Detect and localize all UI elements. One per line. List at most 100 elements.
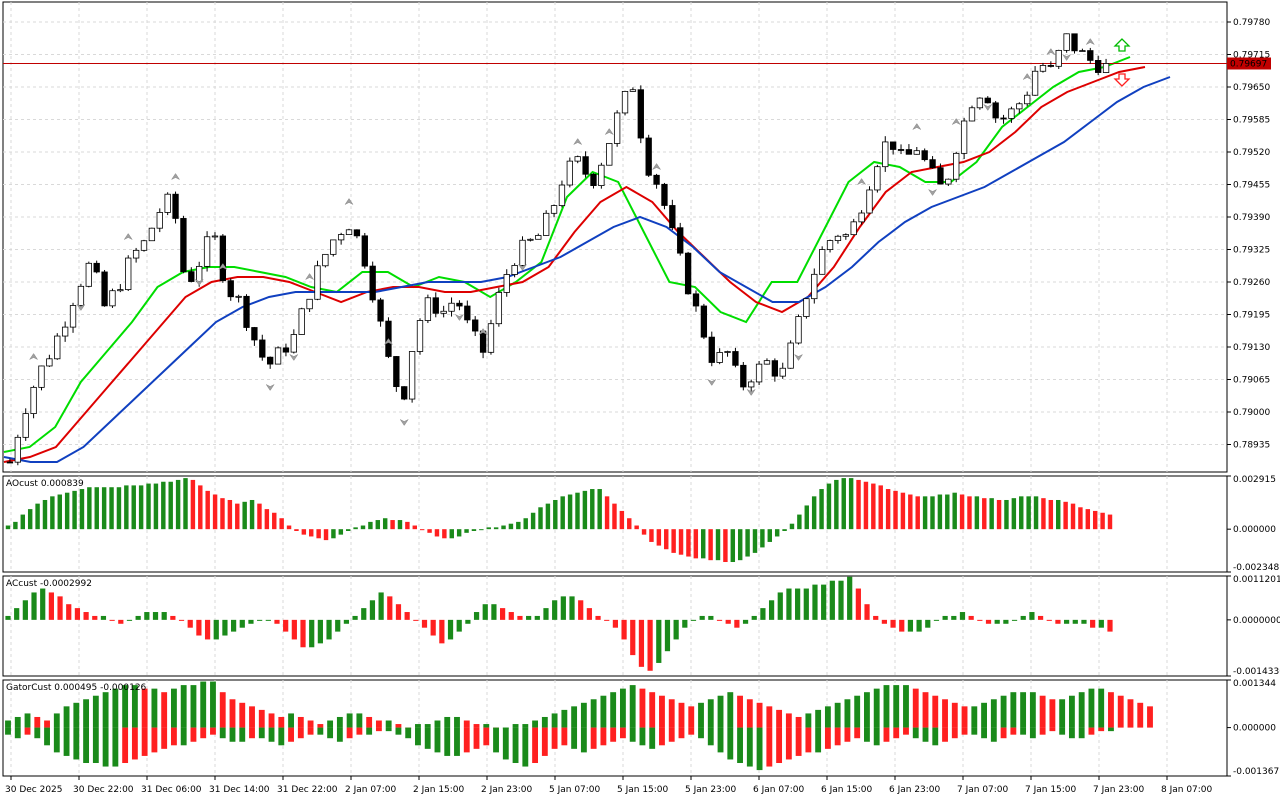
candle-body[interactable] bbox=[1063, 33, 1070, 51]
candle-body[interactable] bbox=[755, 363, 763, 383]
candle-body[interactable] bbox=[613, 112, 621, 144]
candle-body[interactable] bbox=[1031, 70, 1039, 96]
candle-body[interactable] bbox=[101, 271, 108, 307]
candle-body[interactable] bbox=[826, 240, 834, 250]
candle-body[interactable] bbox=[148, 227, 156, 242]
candle-body[interactable] bbox=[543, 212, 550, 236]
candle-body[interactable] bbox=[1016, 103, 1023, 110]
candle-body[interactable] bbox=[322, 253, 329, 267]
candle-body[interactable] bbox=[566, 160, 573, 186]
candle-body[interactable] bbox=[377, 299, 384, 322]
candle-body[interactable] bbox=[267, 356, 274, 365]
candle-body[interactable] bbox=[211, 235, 219, 238]
candle-body[interactable] bbox=[164, 193, 171, 213]
candle-body[interactable] bbox=[1039, 65, 1047, 72]
candle-body[interactable] bbox=[889, 141, 897, 150]
candle-body[interactable] bbox=[724, 351, 731, 353]
candle-body[interactable] bbox=[401, 386, 408, 400]
candle-body[interactable] bbox=[953, 152, 960, 180]
candle-body[interactable] bbox=[38, 365, 45, 388]
candle-body[interactable] bbox=[700, 305, 708, 338]
candle-body[interactable] bbox=[874, 166, 881, 191]
candle-body[interactable] bbox=[46, 358, 53, 367]
candle-body[interactable] bbox=[968, 107, 976, 122]
candle-body[interactable] bbox=[819, 249, 826, 275]
candle-body[interactable] bbox=[771, 360, 779, 377]
candle-body[interactable] bbox=[172, 193, 179, 219]
candle-body[interactable] bbox=[188, 271, 195, 282]
candle-body[interactable] bbox=[511, 265, 518, 275]
candle-body[interactable] bbox=[669, 205, 676, 229]
candle-body[interactable] bbox=[251, 327, 258, 341]
candle-body[interactable] bbox=[243, 295, 250, 328]
candle-body[interactable] bbox=[290, 334, 297, 353]
candle-body[interactable] bbox=[203, 236, 211, 267]
candle-body[interactable] bbox=[897, 149, 905, 151]
candle-body[interactable] bbox=[85, 262, 92, 287]
candle-body[interactable] bbox=[30, 386, 37, 414]
candle-body[interactable] bbox=[274, 347, 282, 365]
candle-body[interactable] bbox=[424, 297, 432, 321]
candle-body[interactable] bbox=[416, 320, 424, 352]
candle-body[interactable] bbox=[132, 249, 140, 259]
candle-body[interactable] bbox=[361, 235, 368, 267]
candle-body[interactable] bbox=[353, 229, 361, 237]
candle-body[interactable] bbox=[740, 364, 747, 388]
candle-body[interactable] bbox=[125, 257, 132, 291]
candle-body[interactable] bbox=[763, 360, 771, 365]
candle-body[interactable] bbox=[330, 239, 337, 255]
candle-body[interactable] bbox=[684, 252, 692, 295]
candle-body[interactable] bbox=[337, 234, 345, 241]
candle-body[interactable] bbox=[590, 173, 597, 186]
candle-body[interactable] bbox=[479, 330, 487, 353]
candle-body[interactable] bbox=[937, 167, 944, 185]
candle-body[interactable] bbox=[708, 336, 715, 363]
candle-body[interactable] bbox=[842, 234, 849, 237]
candle-body[interactable] bbox=[598, 164, 605, 186]
candle-body[interactable] bbox=[519, 239, 526, 266]
candle-body[interactable] bbox=[637, 89, 644, 139]
candle-body[interactable] bbox=[811, 273, 818, 300]
candle-body[interactable] bbox=[77, 285, 85, 306]
candle-body[interactable] bbox=[259, 339, 266, 358]
candle-body[interactable] bbox=[550, 205, 558, 214]
candle-body[interactable] bbox=[448, 302, 455, 312]
candle-body[interactable] bbox=[716, 352, 723, 363]
candle-body[interactable] bbox=[976, 97, 984, 109]
candle-body[interactable] bbox=[803, 298, 810, 317]
candle-body[interactable] bbox=[282, 347, 290, 353]
candle-body[interactable] bbox=[882, 141, 889, 168]
candle-body[interactable] bbox=[921, 150, 928, 161]
candle-body[interactable] bbox=[495, 292, 503, 325]
candle-body[interactable] bbox=[787, 342, 794, 369]
candle-body[interactable] bbox=[93, 262, 100, 273]
candle-body[interactable] bbox=[1024, 94, 1031, 105]
candle-body[interactable] bbox=[913, 150, 920, 155]
candle-body[interactable] bbox=[235, 295, 242, 298]
candle-body[interactable] bbox=[834, 235, 842, 241]
candle-body[interactable] bbox=[653, 174, 660, 185]
candle-body[interactable] bbox=[1008, 108, 1015, 119]
candle-body[interactable] bbox=[1071, 33, 1078, 52]
candle-body[interactable] bbox=[54, 335, 61, 360]
candle-body[interactable] bbox=[629, 89, 637, 92]
candle-body[interactable] bbox=[1079, 50, 1086, 52]
candle-body[interactable] bbox=[432, 297, 439, 314]
candle-body[interactable] bbox=[732, 351, 739, 366]
candle-body[interactable] bbox=[196, 265, 203, 282]
candle-body[interactable] bbox=[779, 367, 786, 377]
candle-body[interactable] bbox=[345, 229, 353, 235]
candle-body[interactable] bbox=[472, 319, 479, 332]
candle-body[interactable] bbox=[574, 156, 581, 162]
candle-body[interactable] bbox=[22, 413, 29, 438]
candle-body[interactable] bbox=[503, 274, 510, 293]
candle-body[interactable] bbox=[692, 293, 700, 307]
candle-body[interactable] bbox=[1102, 63, 1110, 73]
candle-body[interactable] bbox=[535, 235, 542, 240]
candle-body[interactable] bbox=[61, 326, 69, 337]
candle-body[interactable] bbox=[606, 143, 613, 166]
candle-body[interactable] bbox=[440, 310, 447, 314]
candle-body[interactable] bbox=[1047, 65, 1055, 67]
